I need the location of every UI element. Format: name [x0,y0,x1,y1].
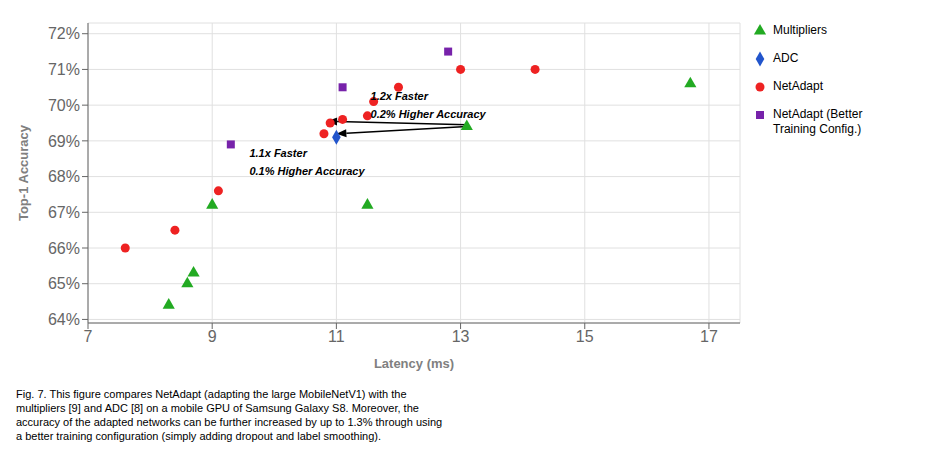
svg-text:68%: 68% [48,168,80,185]
svg-text:Latency (ms): Latency (ms) [374,356,454,371]
svg-text:72%: 72% [48,25,80,42]
svg-text:1.2x Faster: 1.2x Faster [371,90,429,102]
html-text:NetAdapt: NetAdapt [773,79,823,93]
html-text:Fig. 7. This figure compares N: Fig. 7. This figure compares NetAdapt (a… [16,388,443,442]
svg-text:9: 9 [208,328,217,345]
svg-text:64%: 64% [48,311,80,328]
html-text:NetAdapt (Better Training Conf: NetAdapt (Better Training Config.) [773,107,863,136]
svg-text:65%: 65% [48,275,80,292]
svg-text:0.2% Higher Accuracy: 0.2% Higher Accuracy [371,108,487,120]
svg-text:71%: 71% [48,61,80,78]
html-text:Multipliers: Multipliers [773,23,827,37]
svg-text:17: 17 [700,328,718,345]
svg-text:11: 11 [328,328,345,345]
svg-text:69%: 69% [48,133,80,150]
svg-text:70%: 70% [48,97,80,114]
svg-text:67%: 67% [48,204,80,221]
svg-text:66%: 66% [48,240,80,257]
svg-text:15: 15 [576,328,594,345]
svg-text:7: 7 [84,328,93,345]
svg-text:0.1% Higher Accuracy: 0.1% Higher Accuracy [249,165,365,177]
svg-text:13: 13 [452,328,470,345]
svg-text:1.1x Faster: 1.1x Faster [249,147,307,159]
svg-text:Top-1 Accuracy: Top-1 Accuracy [16,124,31,221]
html-text:ADC: ADC [773,51,799,65]
